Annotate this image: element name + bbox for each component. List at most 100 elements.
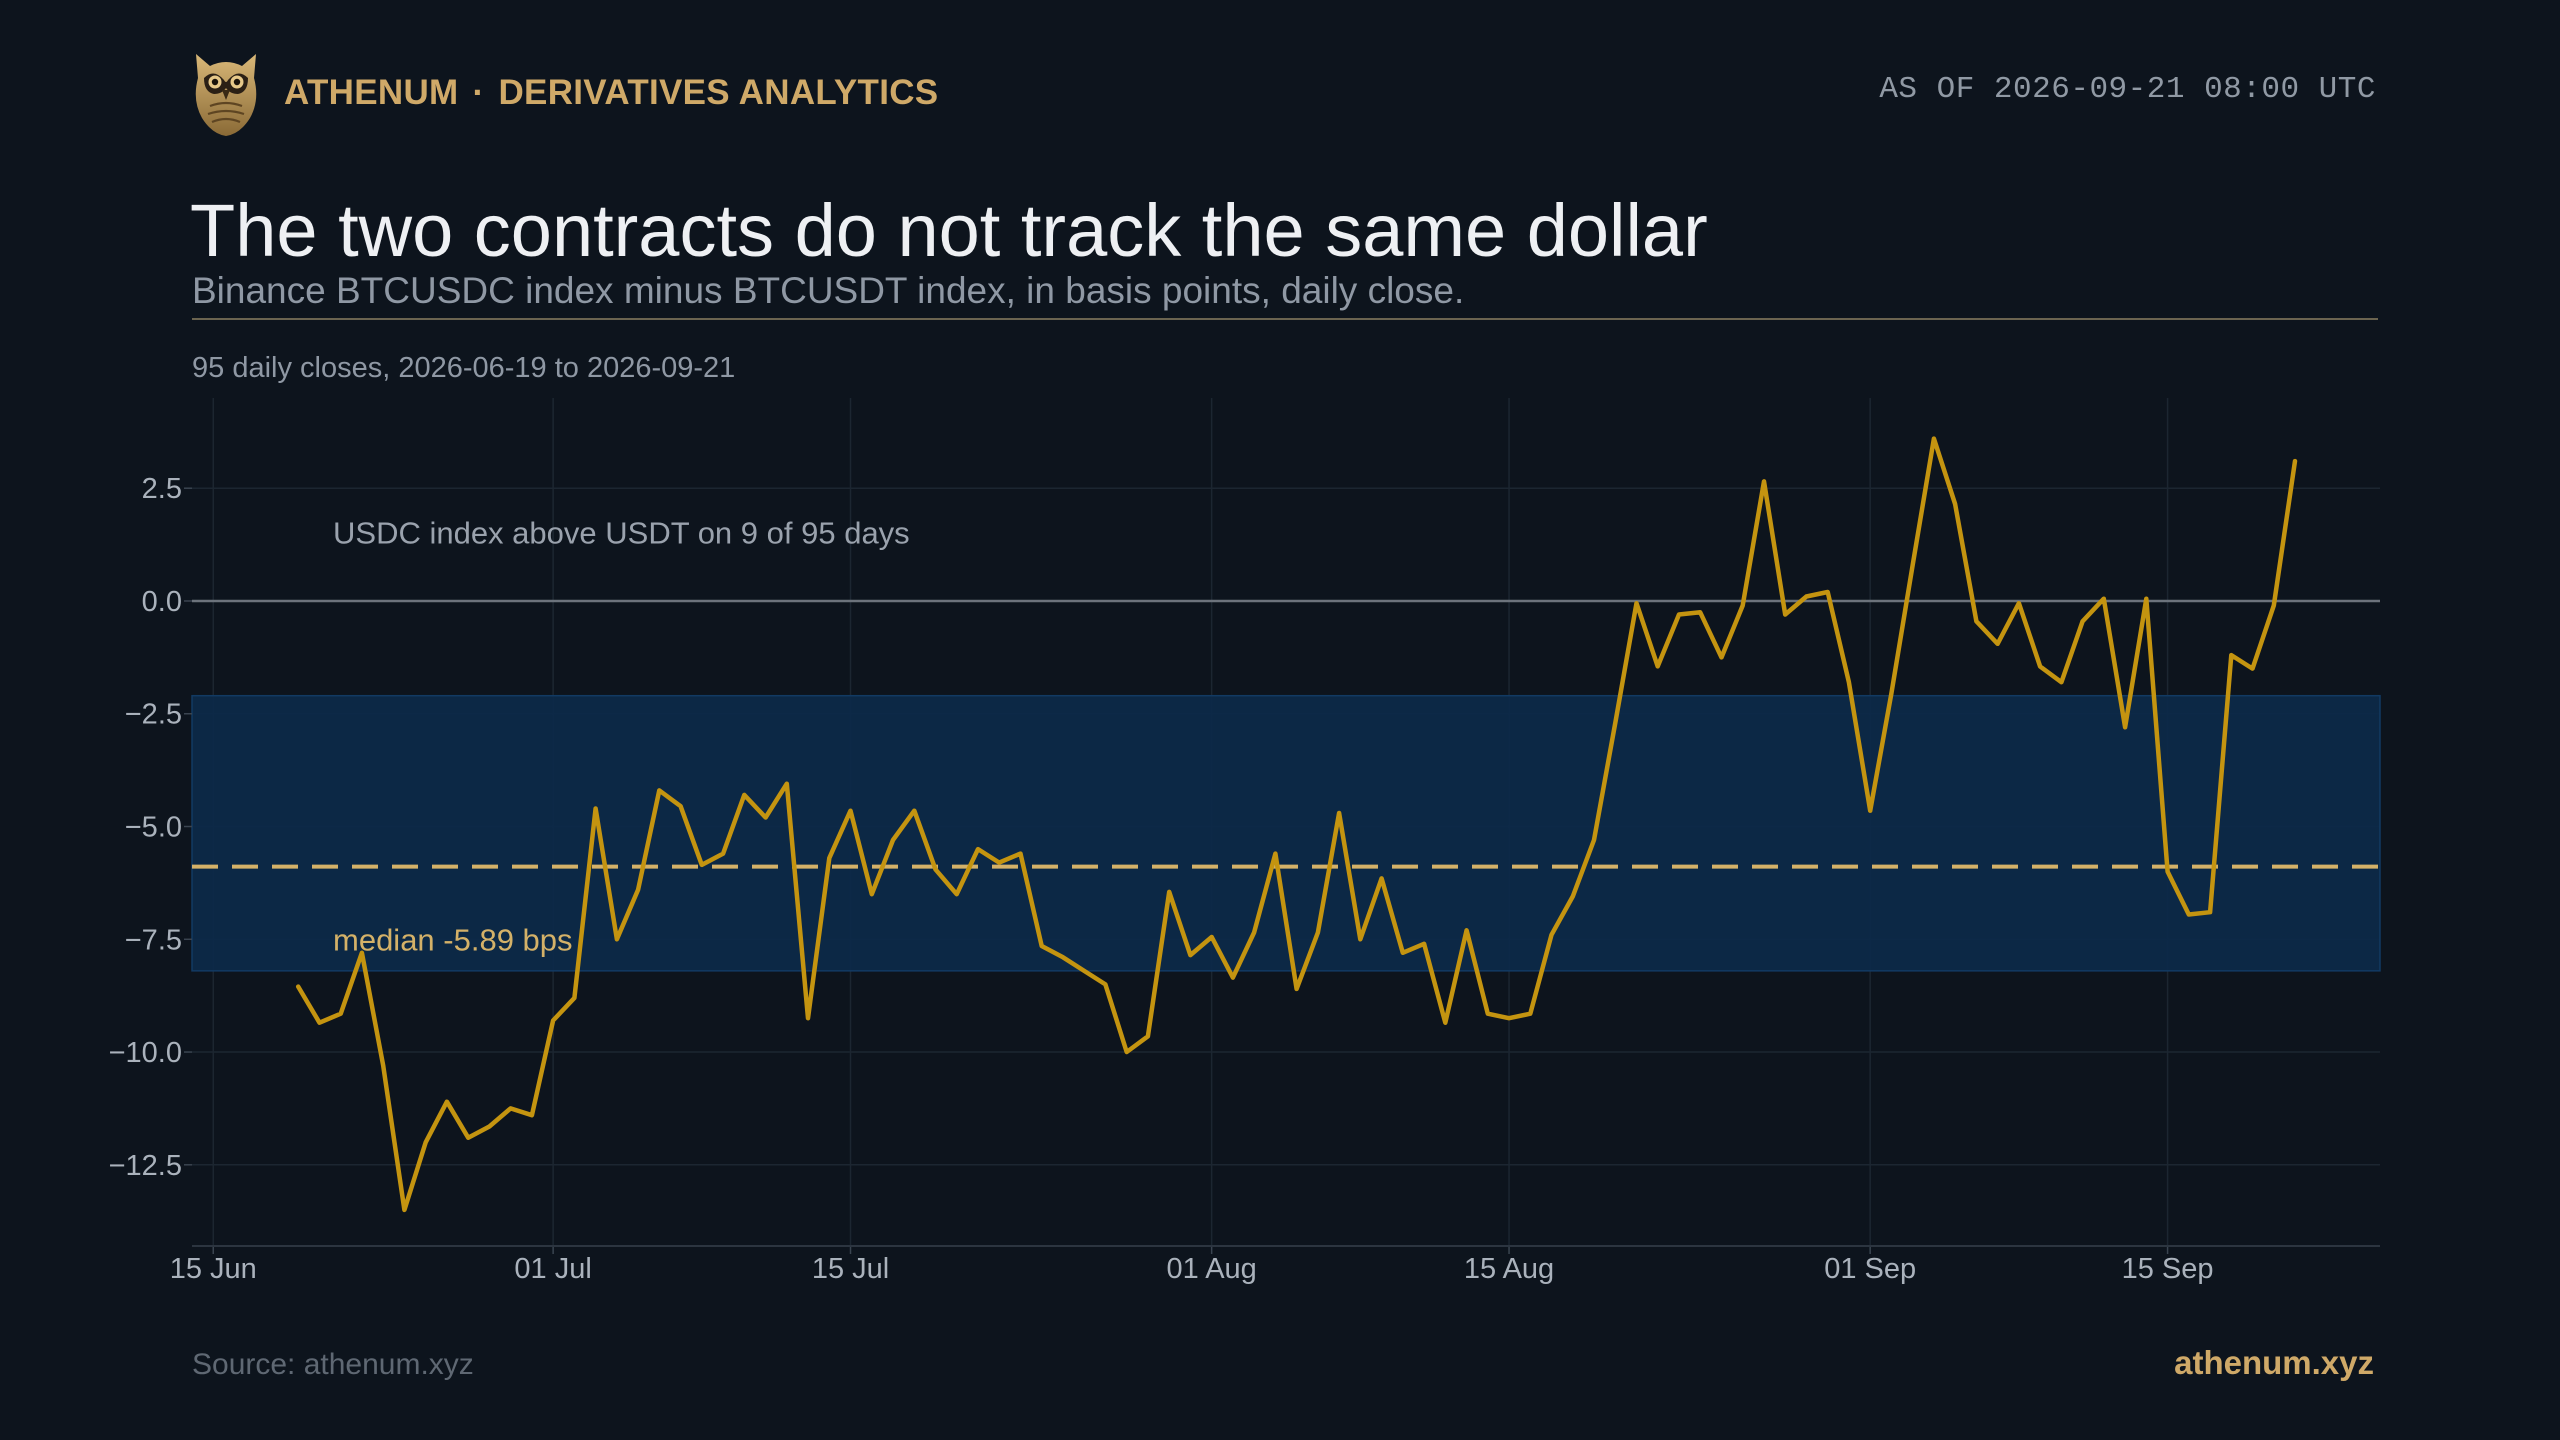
data-point xyxy=(1422,942,1426,946)
x-tick-label: 15 Aug xyxy=(1464,1253,1554,1285)
data-point xyxy=(1082,969,1086,973)
data-point xyxy=(615,937,619,941)
data-point xyxy=(955,892,959,896)
data-point xyxy=(2293,459,2297,463)
data-point xyxy=(1507,1016,1511,1020)
data-point xyxy=(849,809,853,813)
data-point xyxy=(1571,894,1575,898)
data-point xyxy=(721,852,725,856)
data-point xyxy=(1911,563,1915,567)
page-title: The two contracts do not track the same … xyxy=(190,189,1708,272)
x-tick-label: 15 Sep xyxy=(2122,1253,2214,1285)
data-point xyxy=(1295,987,1299,991)
data-point xyxy=(1401,951,1405,955)
page-subtitle: Binance BTCUSDC index minus BTCUSDT inde… xyxy=(192,270,1465,311)
data-point xyxy=(572,996,576,1000)
data-point xyxy=(1231,976,1235,980)
data-point xyxy=(1762,479,1766,483)
y-tick-label: 0.0 xyxy=(142,586,182,618)
data-point xyxy=(827,856,831,860)
data-point xyxy=(551,1019,555,1023)
data-point xyxy=(509,1106,513,1110)
data-point xyxy=(2102,597,2106,601)
y-tick-label: −7.5 xyxy=(125,924,182,956)
data-point xyxy=(997,861,1001,865)
data-point xyxy=(1040,944,1044,948)
data-point xyxy=(1868,809,1872,813)
data-point xyxy=(2272,604,2276,608)
data-point xyxy=(1188,953,1192,957)
data-point xyxy=(1783,613,1787,617)
site-link[interactable]: athenum.xyz xyxy=(2174,1344,2374,1381)
data-point xyxy=(1486,1012,1490,1016)
data-point xyxy=(1932,437,1936,441)
brand-separator: · xyxy=(472,73,485,112)
data-point xyxy=(1167,890,1171,894)
data-point xyxy=(2144,597,2148,601)
data-point xyxy=(2166,870,2170,874)
data-point xyxy=(445,1100,449,1104)
y-tick-label: 2.5 xyxy=(142,473,182,505)
brand-section: DERIVATIVES ANALYTICS xyxy=(498,73,939,112)
data-point xyxy=(1252,931,1256,935)
data-point xyxy=(1380,876,1384,880)
x-axis-ticks: 15 Jun 01 Jul 15 Jul 01 Aug 15 Aug 01 Sep 15 S… xyxy=(170,1246,2214,1285)
data-point xyxy=(1103,982,1107,986)
data-point xyxy=(2059,680,2063,684)
brand-name: ATHENUM xyxy=(284,73,459,112)
title-divider xyxy=(192,318,2378,320)
data-point xyxy=(1656,664,1660,668)
data-point xyxy=(2017,601,2021,605)
brand-title: ATHENUM · DERIVATIVES ANALYTICS xyxy=(284,73,938,113)
source-credit: Source: athenum.xyz xyxy=(192,1348,474,1381)
data-point xyxy=(1974,619,1978,623)
data-point xyxy=(2251,667,2255,671)
data-point xyxy=(1826,590,1830,594)
x-tick-label: 15 Jun xyxy=(170,1253,257,1285)
data-point xyxy=(402,1208,406,1212)
series-line xyxy=(295,436,2298,1213)
x-tick-label: 01 Jul xyxy=(514,1253,591,1285)
owl-icon xyxy=(195,54,257,136)
x-tick-label: 15 Jul xyxy=(812,1253,889,1285)
data-point xyxy=(530,1113,534,1117)
data-point xyxy=(1125,1050,1129,1054)
data-point xyxy=(594,807,598,811)
data-point xyxy=(1677,613,1681,617)
data-point xyxy=(1443,1021,1447,1025)
data-point xyxy=(636,888,640,892)
data-point xyxy=(1698,610,1702,614)
data-point xyxy=(1550,933,1554,937)
data-point xyxy=(2229,653,2233,657)
data-point xyxy=(891,838,895,842)
data-point xyxy=(381,1064,385,1068)
data-point xyxy=(785,782,789,786)
data-point xyxy=(657,788,661,792)
data-point xyxy=(1953,502,1957,506)
data-point xyxy=(318,1021,322,1025)
y-tick-label: −5.0 xyxy=(125,812,182,844)
data-point xyxy=(1146,1034,1150,1038)
data-point xyxy=(1528,1012,1532,1016)
data-point xyxy=(1741,604,1745,608)
data-point xyxy=(912,809,916,813)
data-point xyxy=(1804,595,1808,599)
data-point xyxy=(1613,721,1617,725)
y-tick-label: −10.0 xyxy=(109,1037,182,1069)
data-point xyxy=(1847,680,1851,684)
brand: ATHENUM · DERIVATIVES ANALYTICS xyxy=(190,48,938,138)
y-tick-label: −2.5 xyxy=(125,699,182,731)
above-count-annotation: USDC index above USDT on 9 of 95 days xyxy=(333,515,910,550)
as-of-timestamp: AS OF 2026-09-21 08:00 UTC xyxy=(1879,72,2376,107)
data-point xyxy=(700,863,704,867)
y-tick-label: −12.5 xyxy=(109,1150,182,1182)
x-tick-label: 01 Aug xyxy=(1166,1253,1256,1285)
sample-note: 95 daily closes, 2026-06-19 to 2026-09-2… xyxy=(192,352,736,384)
data-point xyxy=(679,804,683,808)
data-point xyxy=(764,816,768,820)
data-point xyxy=(934,867,938,871)
x-tick-label: 01 Sep xyxy=(1824,1253,1916,1285)
data-point xyxy=(2123,725,2127,729)
data-point xyxy=(806,1016,810,1020)
